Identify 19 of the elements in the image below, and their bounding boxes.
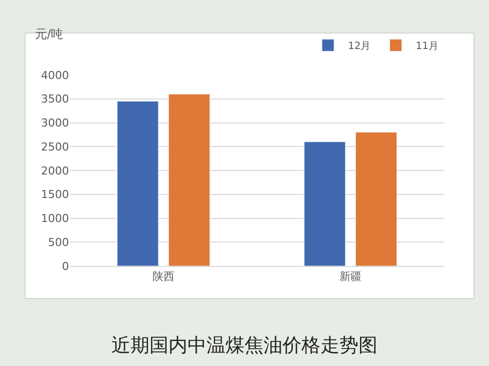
y-tick-label: 0 [62,260,69,273]
y-tick-label: 1500 [41,188,69,202]
y-tick-label: 2000 [41,164,69,178]
bar [304,142,346,266]
x-tick-label: 新疆 [340,270,362,284]
y-tick-label: 4000 [41,68,69,82]
x-tick-label: 陕西 [152,270,174,284]
text: 近期国内中温煤焦油价格走势图 [112,334,378,356]
y-tick-label: 3000 [41,116,69,130]
bar [355,132,398,266]
bar [116,101,159,266]
y-tick-label: 2500 [41,140,69,154]
legend-label: 11月 [416,41,438,52]
y-axis-title: 元/吨 [35,27,64,41]
y-tick-label: 1000 [41,212,69,226]
y-tick-label: 3500 [41,92,69,106]
bar [168,94,210,266]
y-tick-label: 500 [48,236,69,249]
legend-label: 12月 [348,41,371,52]
